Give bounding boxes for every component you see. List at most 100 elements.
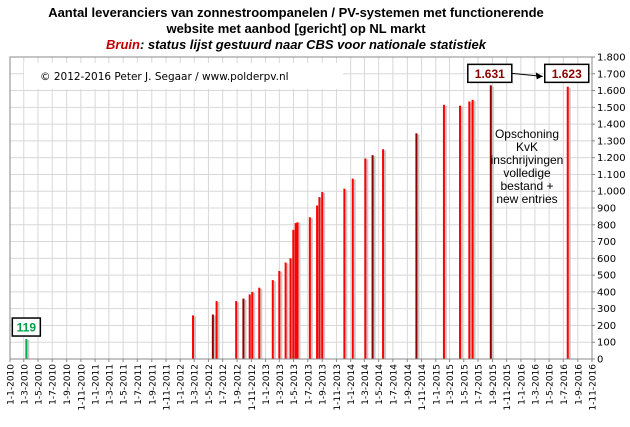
bar-shadow bbox=[417, 134, 420, 359]
y-tick-label: 1.500 bbox=[597, 103, 626, 114]
x-tick-label: 1-5-2014 bbox=[375, 364, 385, 405]
bar bbox=[248, 294, 251, 359]
y-tick-label: 1.300 bbox=[597, 136, 626, 147]
x-tick-label: 1-9-2011 bbox=[148, 364, 158, 405]
bar bbox=[566, 86, 569, 360]
bar-shadow bbox=[194, 316, 197, 359]
bar bbox=[242, 298, 245, 359]
x-tick-label: 1-3-2016 bbox=[531, 364, 541, 405]
bar bbox=[471, 99, 474, 360]
y-tick-label: 1.600 bbox=[597, 86, 626, 97]
x-tick-label: 1-7-2012 bbox=[219, 364, 229, 405]
bar-shadow bbox=[237, 302, 240, 359]
x-tick-label: 1-11-2014 bbox=[418, 364, 428, 411]
y-tick-label: 100 bbox=[597, 338, 616, 349]
x-tick-label: 1-5-2016 bbox=[546, 364, 556, 405]
bar-shadow bbox=[244, 299, 247, 359]
y-tick-label: 700 bbox=[597, 237, 616, 248]
bar-shadow bbox=[310, 218, 313, 359]
y-tick-label: 800 bbox=[597, 220, 616, 231]
chart-title-line-1: Aantal leveranciers van zonnestroompanel… bbox=[48, 5, 544, 20]
x-tick-label: 1-7-2015 bbox=[474, 364, 484, 405]
copyright-text: © 2012-2016 Peter J. Segaar / www.polder… bbox=[40, 71, 289, 83]
bar bbox=[258, 287, 261, 359]
annotation-line: new entries bbox=[496, 192, 557, 206]
bars-layer bbox=[25, 85, 571, 360]
bar-shadow bbox=[253, 292, 256, 359]
x-tick-label: 1-3-2011 bbox=[105, 364, 115, 405]
callout-label: 1.631 bbox=[475, 67, 505, 81]
y-tick-label: 1.000 bbox=[597, 187, 626, 198]
x-tick-label: 1-11-2010 bbox=[77, 364, 87, 411]
bar-shadow bbox=[384, 150, 387, 359]
x-tick-label: 1-11-2015 bbox=[503, 364, 513, 411]
bar bbox=[271, 280, 274, 359]
bar bbox=[364, 158, 367, 359]
y-tick-label: 1.200 bbox=[597, 153, 626, 164]
x-tick-label: 1-3-2010 bbox=[20, 364, 30, 405]
callout-label: 1.623 bbox=[552, 67, 582, 81]
y-tick-label: 1.700 bbox=[597, 69, 626, 80]
bar-shadow bbox=[260, 288, 263, 359]
annotation-line: inschrijvingen bbox=[491, 153, 564, 167]
bar bbox=[489, 85, 492, 360]
y-tick-label: 1.800 bbox=[597, 53, 626, 64]
annotation-line: volledige bbox=[503, 166, 551, 180]
bar bbox=[318, 197, 321, 359]
bar bbox=[351, 178, 354, 359]
x-tick-label: 1-11-2016 bbox=[589, 364, 599, 411]
x-tick-label: 1-9-2016 bbox=[574, 364, 584, 405]
annotation-text: Opschoning KvK inschrijvingen volledige … bbox=[491, 127, 564, 206]
x-tick-label: 1-1-2014 bbox=[347, 364, 357, 405]
y-axis: 0 100 200 300 400 500 600 700 800 900 1.000 1.100 1.… bbox=[592, 53, 626, 366]
callout-box bbox=[544, 63, 590, 84]
callout-arrow-head bbox=[535, 72, 543, 80]
x-tick-label: 1-7-2013 bbox=[304, 364, 314, 405]
bar-shadow bbox=[27, 340, 30, 359]
bar-shadow bbox=[273, 281, 276, 359]
x-tick-label: 1-1-2015 bbox=[432, 364, 442, 405]
annotation-line: Opschoning bbox=[495, 127, 559, 141]
y-tick-label: 200 bbox=[597, 321, 616, 332]
x-tick-label: 1-1-2013 bbox=[262, 364, 272, 405]
x-tick-label: 1-1-2010 bbox=[7, 364, 17, 405]
bar-shadow bbox=[470, 102, 473, 359]
x-tick-label: 1-1-2012 bbox=[177, 364, 187, 405]
annotation-line: bestand + bbox=[500, 179, 553, 193]
bar-shadow bbox=[373, 156, 376, 359]
x-tick-label: 1-9-2015 bbox=[489, 364, 499, 405]
bar bbox=[215, 301, 218, 359]
bar bbox=[235, 301, 238, 359]
bar-shadow bbox=[286, 263, 289, 359]
x-tick-label: 1-5-2015 bbox=[460, 364, 470, 405]
bar-shadow bbox=[366, 159, 369, 359]
bar bbox=[415, 133, 418, 359]
bar bbox=[289, 258, 292, 359]
bar-shadow bbox=[568, 87, 571, 360]
bar bbox=[294, 223, 297, 359]
bar bbox=[292, 229, 295, 359]
y-tick-label: 1.100 bbox=[597, 170, 626, 181]
x-tick-label: 1-3-2013 bbox=[276, 364, 286, 405]
x-tick-label: 1-11-2012 bbox=[248, 364, 258, 411]
bar bbox=[192, 315, 195, 359]
bar-shadow bbox=[473, 100, 476, 360]
x-tick-label: 1-7-2011 bbox=[134, 364, 144, 405]
x-tick-label: 1-3-2015 bbox=[446, 364, 456, 405]
y-tick-label: 400 bbox=[597, 287, 616, 298]
x-tick-label: 1-1-2011 bbox=[92, 364, 102, 405]
x-tick-label: 1-3-2012 bbox=[191, 364, 201, 405]
bar bbox=[308, 217, 311, 359]
bar bbox=[316, 205, 319, 359]
chart-subtitle: Bruin: status lijst gestuurd naar CBS vo… bbox=[106, 37, 487, 52]
x-tick-label: 1-5-2010 bbox=[34, 364, 44, 405]
chart-title-line-2: website met aanbod [gericht] op NL markt bbox=[165, 21, 426, 36]
bar-shadow bbox=[461, 106, 464, 360]
x-tick-label: 1-7-2014 bbox=[389, 364, 399, 405]
x-tick-label: 1-9-2013 bbox=[319, 364, 329, 405]
y-tick-label: 300 bbox=[597, 304, 616, 315]
x-tick-label: 1-9-2010 bbox=[63, 364, 73, 405]
x-tick-label: 1-11-2013 bbox=[333, 364, 343, 411]
bar-shadow bbox=[345, 189, 348, 359]
